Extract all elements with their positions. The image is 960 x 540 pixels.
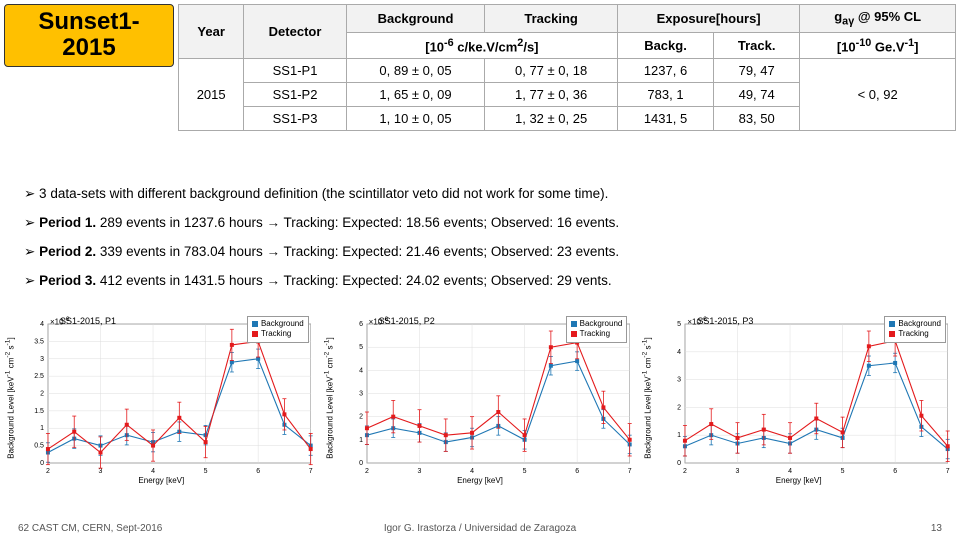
svg-text:2: 2: [677, 404, 681, 411]
svg-text:6: 6: [575, 468, 579, 475]
svg-text:5: 5: [359, 344, 363, 351]
cell-et: 79, 47: [714, 58, 800, 82]
svg-text:2: 2: [46, 468, 50, 475]
svg-text:4: 4: [359, 367, 363, 374]
cell-bg: 1, 10 ± 0, 05: [346, 106, 484, 130]
svg-text:4: 4: [151, 468, 155, 475]
svg-text:2: 2: [359, 414, 363, 421]
cell-eb: 1237, 6: [617, 58, 713, 82]
svg-text:0.5: 0.5: [34, 443, 44, 450]
svg-text:5: 5: [841, 468, 845, 475]
col-tracking: Tracking: [485, 5, 618, 33]
unit-bt: [10-6 c/ke.V/cm2/s]: [346, 32, 617, 58]
cell-tr: 1, 77 ± 0, 36: [485, 82, 618, 106]
svg-text:4: 4: [677, 349, 681, 356]
svg-text:7: 7: [627, 468, 631, 475]
svg-text:1.5: 1.5: [34, 408, 44, 415]
chart-exponent: ×10-6: [687, 316, 707, 327]
svg-text:6: 6: [359, 321, 363, 328]
note-line: ➢ Period 1. 289 events in 1237.6 hours →…: [24, 209, 936, 236]
svg-text:5: 5: [522, 468, 526, 475]
svg-text:3: 3: [677, 377, 681, 384]
cell-eb: 783, 1: [617, 82, 713, 106]
cell-det: SS1-P1: [244, 58, 346, 82]
chart-xlabel: Energy [keV]: [457, 476, 503, 485]
cell-et: 49, 74: [714, 82, 800, 106]
data-table: Year Detector Background Tracking Exposu…: [178, 4, 956, 131]
svg-text:3: 3: [359, 391, 363, 398]
chart-panel: 2 3 4 5 6 7 0 0.5 1 1.5 2 2.5 3 3.5 4 Background Level …: [4, 310, 319, 485]
chart-ylabel: Background Level [keV-1 cm-2 s-1]: [323, 337, 334, 458]
svg-text:5: 5: [204, 468, 208, 475]
col-track: Track.: [714, 32, 800, 58]
svg-text:3: 3: [417, 468, 421, 475]
chart-xlabel: Energy [keV]: [138, 476, 184, 485]
cell-bg: 1, 65 ± 0, 09: [346, 82, 484, 106]
slide-title-badge: Sunset1-2015: [4, 4, 174, 67]
svg-text:1: 1: [359, 437, 363, 444]
col-exposure: Exposure[hours]: [617, 5, 799, 33]
col-gag: gaγ @ 95% CL: [800, 5, 956, 33]
chart-legend: BackgroundTracking: [247, 316, 309, 343]
cell-tr: 1, 32 ± 0, 25: [485, 106, 618, 130]
cell-year: 2015: [179, 58, 244, 130]
notes-block: ➢ 3 data-sets with different background …: [24, 180, 936, 296]
cell-et: 83, 50: [714, 106, 800, 130]
chart-legend: BackgroundTracking: [566, 316, 628, 343]
col-backg: Backg.: [617, 32, 713, 58]
svg-text:7: 7: [309, 468, 313, 475]
svg-text:4: 4: [470, 468, 474, 475]
cell-det: SS1-P3: [244, 106, 346, 130]
cell-gag: < 0, 92: [800, 58, 956, 130]
cell-bg: 0, 89 ± 0, 05: [346, 58, 484, 82]
svg-text:2.5: 2.5: [34, 373, 44, 380]
chart-xlabel: Energy [keV]: [776, 476, 822, 485]
col-detector: Detector: [244, 5, 346, 59]
col-background: Background: [346, 5, 484, 33]
chart-ylabel: Background Level [keV-1 cm-2 s-1]: [642, 337, 653, 458]
svg-text:5: 5: [677, 321, 681, 328]
svg-text:0: 0: [40, 460, 44, 467]
svg-text:0: 0: [359, 460, 363, 467]
chart-legend: BackgroundTracking: [884, 316, 946, 343]
svg-text:3.5: 3.5: [34, 338, 44, 345]
svg-text:2: 2: [40, 391, 44, 398]
cell-eb: 1431, 5: [617, 106, 713, 130]
chart-panel: 2 3 4 5 6 7 0 1 2 3 4 5 6 Background Level [keV-1 cm-…: [323, 310, 638, 485]
footer-right: 13: [931, 523, 942, 534]
unit-gag: [10-10 Ge.V-1]: [800, 32, 956, 58]
svg-text:1: 1: [677, 432, 681, 439]
note-line: ➢ Period 3. 412 events in 1431.5 hours →…: [24, 267, 936, 294]
svg-text:3: 3: [99, 468, 103, 475]
chart-ylabel: Background Level [keV-1 cm-2 s-1]: [5, 337, 16, 458]
chart-panel: 2 3 4 5 6 7 0 1 2 3 4 5 Background Level [keV-1 cm-2…: [641, 310, 956, 485]
table-body: 2015SS1-P10, 89 ± 0, 050, 77 ± 0, 181237…: [179, 58, 956, 130]
svg-text:2: 2: [365, 468, 369, 475]
note-line: ➢ Period 2. 339 events in 783.04 hours →…: [24, 238, 936, 265]
charts-row: 2 3 4 5 6 7 0 0.5 1 1.5 2 2.5 3 3.5 4 Background Level …: [4, 310, 956, 485]
svg-text:6: 6: [894, 468, 898, 475]
svg-text:3: 3: [40, 356, 44, 363]
data-table-wrap: Year Detector Background Tracking Exposu…: [178, 4, 956, 131]
table-head: Year Detector Background Tracking Exposu…: [179, 5, 956, 59]
svg-text:3: 3: [736, 468, 740, 475]
svg-text:6: 6: [256, 468, 260, 475]
svg-text:4: 4: [788, 468, 792, 475]
footer-center: Igor G. Irastorza / Universidad de Zarag…: [0, 523, 960, 534]
cell-tr: 0, 77 ± 0, 18: [485, 58, 618, 82]
svg-text:2: 2: [683, 468, 687, 475]
chart-exponent: ×10-6: [50, 316, 70, 327]
note-line: ➢ 3 data-sets with different background …: [24, 180, 936, 207]
svg-text:1: 1: [40, 425, 44, 432]
svg-text:0: 0: [677, 460, 681, 467]
table-row: 2015SS1-P10, 89 ± 0, 050, 77 ± 0, 181237…: [179, 58, 956, 82]
svg-text:4: 4: [40, 321, 44, 328]
cell-det: SS1-P2: [244, 82, 346, 106]
svg-text:7: 7: [946, 468, 950, 475]
chart-exponent: ×10-6: [369, 316, 389, 327]
col-year: Year: [179, 5, 244, 59]
